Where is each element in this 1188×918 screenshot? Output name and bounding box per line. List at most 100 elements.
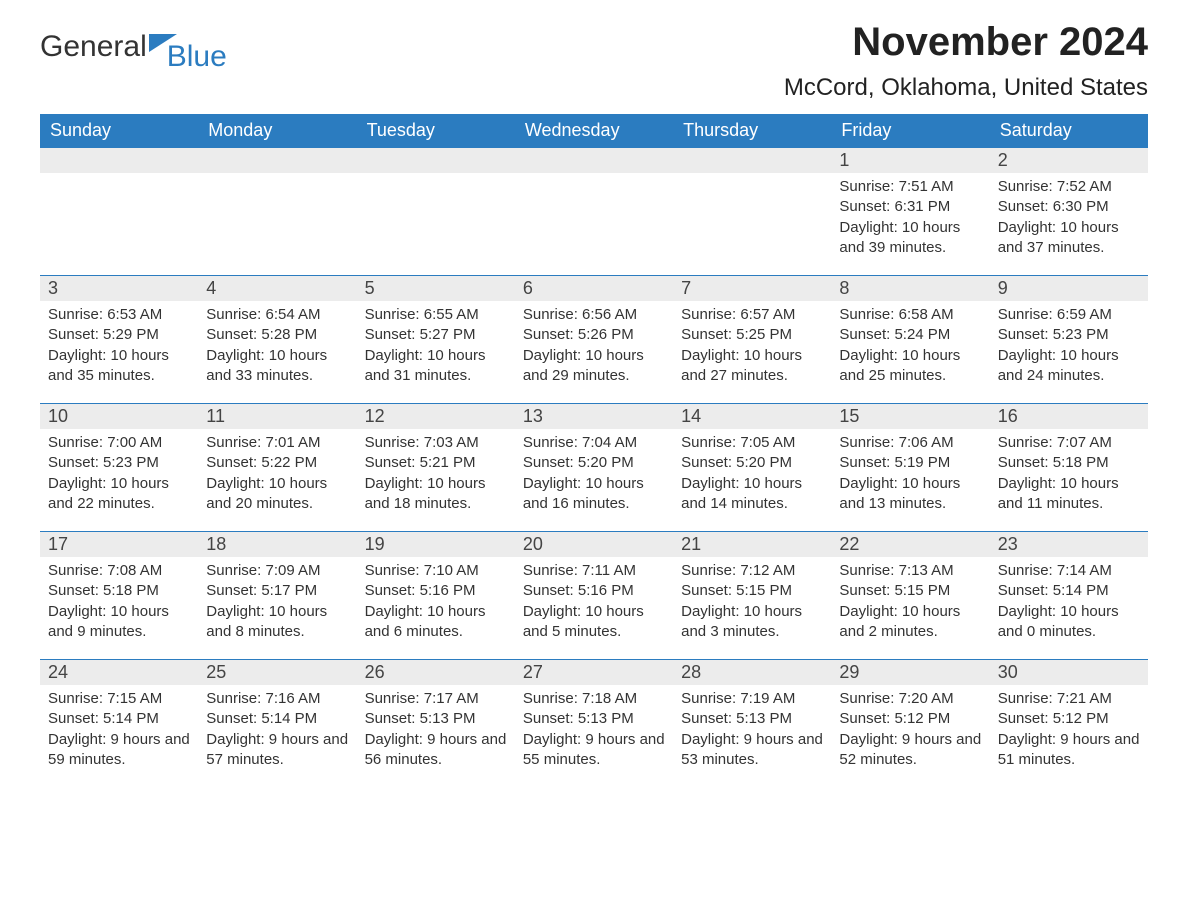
day-cell: 20Sunrise: 7:11 AMSunset: 5:16 PMDayligh… [515,532,673,660]
day-number: 14 [673,404,831,429]
sunrise-text: Sunrise: 6:57 AM [681,305,823,325]
sunrise-text: Sunrise: 7:17 AM [365,689,507,709]
day-cell: 24Sunrise: 7:15 AMSunset: 5:14 PMDayligh… [40,660,198,788]
sunrise-text: Sunrise: 6:54 AM [206,305,348,325]
day-cell: 13Sunrise: 7:04 AMSunset: 5:20 PMDayligh… [515,404,673,532]
sunset-text: Sunset: 5:20 PM [681,453,823,473]
day-cell: 19Sunrise: 7:10 AMSunset: 5:16 PMDayligh… [357,532,515,660]
sunrise-text: Sunrise: 7:00 AM [48,433,190,453]
day-cell: 17Sunrise: 7:08 AMSunset: 5:18 PMDayligh… [40,532,198,660]
day-number: 19 [357,532,515,557]
logo-text-1: General [40,30,147,64]
sunrise-text: Sunrise: 7:52 AM [998,177,1140,197]
daylight-text: Daylight: 10 hours and 6 minutes. [365,602,507,643]
day-body: Sunrise: 7:21 AMSunset: 5:12 PMDaylight:… [990,685,1148,776]
sunset-text: Sunset: 5:13 PM [681,709,823,729]
sunrise-text: Sunrise: 7:03 AM [365,433,507,453]
daylight-text: Daylight: 10 hours and 3 minutes. [681,602,823,643]
day-cell: 6Sunrise: 6:56 AMSunset: 5:26 PMDaylight… [515,276,673,404]
sunset-text: Sunset: 5:14 PM [48,709,190,729]
title-block: November 2024 McCord, Oklahoma, United S… [784,20,1148,102]
sunset-text: Sunset: 5:12 PM [839,709,981,729]
day-cell: 12Sunrise: 7:03 AMSunset: 5:21 PMDayligh… [357,404,515,532]
sunrise-text: Sunrise: 7:06 AM [839,433,981,453]
sunset-text: Sunset: 5:15 PM [839,581,981,601]
day-number: 8 [831,276,989,301]
day-body: Sunrise: 7:16 AMSunset: 5:14 PMDaylight:… [198,685,356,776]
empty-cell [198,148,356,276]
daylight-text: Daylight: 10 hours and 33 minutes. [206,346,348,387]
sunset-text: Sunset: 5:28 PM [206,325,348,345]
sunrise-text: Sunrise: 7:05 AM [681,433,823,453]
logo: General Blue [40,20,227,74]
daylight-text: Daylight: 10 hours and 20 minutes. [206,474,348,515]
day-body: Sunrise: 7:08 AMSunset: 5:18 PMDaylight:… [40,557,198,648]
day-body: Sunrise: 7:07 AMSunset: 5:18 PMDaylight:… [990,429,1148,520]
day-cell: 29Sunrise: 7:20 AMSunset: 5:12 PMDayligh… [831,660,989,788]
day-body: Sunrise: 7:15 AMSunset: 5:14 PMDaylight:… [40,685,198,776]
sunset-text: Sunset: 5:14 PM [206,709,348,729]
sunrise-text: Sunrise: 6:59 AM [998,305,1140,325]
sunrise-text: Sunrise: 7:01 AM [206,433,348,453]
sunrise-text: Sunrise: 7:14 AM [998,561,1140,581]
empty-daynum [357,148,515,173]
dow-header: Sunday [40,114,198,148]
sunset-text: Sunset: 5:23 PM [48,453,190,473]
day-body: Sunrise: 6:55 AMSunset: 5:27 PMDaylight:… [357,301,515,392]
day-body: Sunrise: 7:18 AMSunset: 5:13 PMDaylight:… [515,685,673,776]
sunrise-text: Sunrise: 7:10 AM [365,561,507,581]
day-cell: 26Sunrise: 7:17 AMSunset: 5:13 PMDayligh… [357,660,515,788]
daylight-text: Daylight: 10 hours and 39 minutes. [839,218,981,259]
header: General Blue November 2024 McCord, Oklah… [40,20,1148,102]
sunrise-text: Sunrise: 7:07 AM [998,433,1140,453]
empty-cell [357,148,515,276]
dow-header: Tuesday [357,114,515,148]
day-number: 29 [831,660,989,685]
sunset-text: Sunset: 5:15 PM [681,581,823,601]
day-body: Sunrise: 7:10 AMSunset: 5:16 PMDaylight:… [357,557,515,648]
daylight-text: Daylight: 9 hours and 55 minutes. [523,730,665,771]
daylight-text: Daylight: 10 hours and 31 minutes. [365,346,507,387]
day-cell: 22Sunrise: 7:13 AMSunset: 5:15 PMDayligh… [831,532,989,660]
empty-cell [673,148,831,276]
daylight-text: Daylight: 9 hours and 53 minutes. [681,730,823,771]
daylight-text: Daylight: 10 hours and 8 minutes. [206,602,348,643]
day-cell: 10Sunrise: 7:00 AMSunset: 5:23 PMDayligh… [40,404,198,532]
sunrise-text: Sunrise: 7:09 AM [206,561,348,581]
empty-daynum [515,148,673,173]
sunset-text: Sunset: 5:23 PM [998,325,1140,345]
day-cell: 14Sunrise: 7:05 AMSunset: 5:20 PMDayligh… [673,404,831,532]
day-cell: 15Sunrise: 7:06 AMSunset: 5:19 PMDayligh… [831,404,989,532]
day-number: 30 [990,660,1148,685]
day-number: 17 [40,532,198,557]
daylight-text: Daylight: 9 hours and 52 minutes. [839,730,981,771]
day-number: 16 [990,404,1148,429]
sunrise-text: Sunrise: 7:16 AM [206,689,348,709]
sunrise-text: Sunrise: 7:12 AM [681,561,823,581]
day-body: Sunrise: 7:17 AMSunset: 5:13 PMDaylight:… [357,685,515,776]
daylight-text: Daylight: 9 hours and 51 minutes. [998,730,1140,771]
sunset-text: Sunset: 5:13 PM [523,709,665,729]
day-body: Sunrise: 7:12 AMSunset: 5:15 PMDaylight:… [673,557,831,648]
dow-header: Monday [198,114,356,148]
sunset-text: Sunset: 6:31 PM [839,197,981,217]
day-cell: 27Sunrise: 7:18 AMSunset: 5:13 PMDayligh… [515,660,673,788]
day-cell: 1Sunrise: 7:51 AMSunset: 6:31 PMDaylight… [831,148,989,276]
day-body: Sunrise: 7:06 AMSunset: 5:19 PMDaylight:… [831,429,989,520]
day-number: 28 [673,660,831,685]
sunset-text: Sunset: 5:24 PM [839,325,981,345]
day-body: Sunrise: 6:57 AMSunset: 5:25 PMDaylight:… [673,301,831,392]
sunset-text: Sunset: 5:29 PM [48,325,190,345]
day-body: Sunrise: 6:59 AMSunset: 5:23 PMDaylight:… [990,301,1148,392]
day-cell: 23Sunrise: 7:14 AMSunset: 5:14 PMDayligh… [990,532,1148,660]
sunset-text: Sunset: 5:25 PM [681,325,823,345]
day-cell: 28Sunrise: 7:19 AMSunset: 5:13 PMDayligh… [673,660,831,788]
sunset-text: Sunset: 5:14 PM [998,581,1140,601]
daylight-text: Daylight: 10 hours and 9 minutes. [48,602,190,643]
day-number: 7 [673,276,831,301]
day-number: 15 [831,404,989,429]
sunset-text: Sunset: 5:19 PM [839,453,981,473]
day-cell: 21Sunrise: 7:12 AMSunset: 5:15 PMDayligh… [673,532,831,660]
logo-text-2: Blue [167,40,227,74]
day-body: Sunrise: 7:14 AMSunset: 5:14 PMDaylight:… [990,557,1148,648]
